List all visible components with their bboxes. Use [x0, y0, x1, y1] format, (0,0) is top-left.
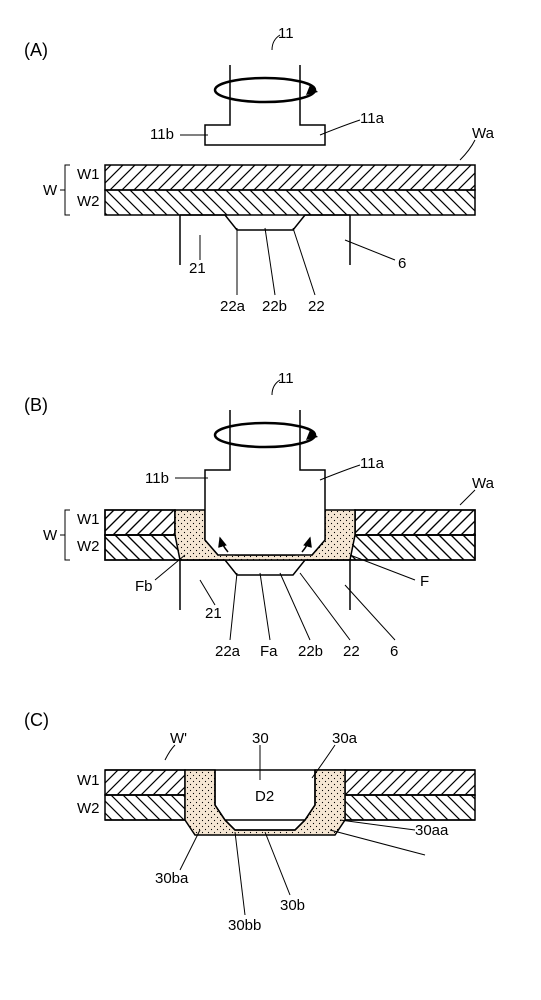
panel-a — [60, 35, 475, 295]
label-b-fb: Fb — [135, 578, 153, 595]
label-c-30b: 30b — [280, 897, 305, 914]
label-b-w1: W1 — [77, 511, 100, 528]
label-a-22a: 22a — [220, 298, 245, 315]
panel-b — [60, 380, 475, 640]
panel-label-b: (B) — [24, 395, 48, 416]
label-c-30a: 30a — [332, 730, 357, 747]
label-a-21: 21 — [189, 260, 206, 277]
label-c-d2: D2 — [255, 788, 274, 805]
label-b-22b: 22b — [298, 643, 323, 660]
label-b-w2: W2 — [77, 538, 100, 555]
label-b-wa: Wa — [472, 475, 494, 492]
label-a-22b: 22b — [262, 298, 287, 315]
panel-label-a: (A) — [24, 40, 48, 61]
label-a-11a: 11a — [360, 110, 384, 127]
label-a-22: 22 — [308, 298, 325, 315]
panel-label-c: (C) — [24, 710, 49, 731]
label-b-11: 11 — [278, 370, 294, 387]
label-c-30aa: 30aa — [415, 822, 448, 839]
label-b-6: 6 — [390, 643, 398, 660]
label-b-11a: 11a — [360, 455, 384, 472]
label-a-11: 11 — [278, 25, 294, 42]
label-c-wprime: W' — [170, 730, 187, 747]
label-c-30ba: 30ba — [155, 870, 188, 887]
label-a-w2: W2 — [77, 193, 100, 210]
label-c-30bb: 30bb — [228, 917, 261, 934]
label-b-w: W — [43, 527, 57, 544]
label-a-11b: 11b — [150, 126, 174, 143]
label-c-w1: W1 — [77, 772, 100, 789]
label-b-f: F — [420, 573, 429, 590]
label-b-11b: 11b — [145, 470, 169, 487]
label-b-22: 22 — [343, 643, 360, 660]
label-a-wa: Wa — [472, 125, 494, 142]
label-b-21: 21 — [205, 605, 222, 622]
label-a-w: W — [43, 182, 57, 199]
label-b-fa: Fa — [260, 643, 278, 660]
label-a-w1: W1 — [77, 166, 100, 183]
label-a-6: 6 — [398, 255, 406, 272]
label-c-30: 30 — [252, 730, 269, 747]
label-b-22a: 22a — [215, 643, 240, 660]
label-c-w2: W2 — [77, 800, 100, 817]
